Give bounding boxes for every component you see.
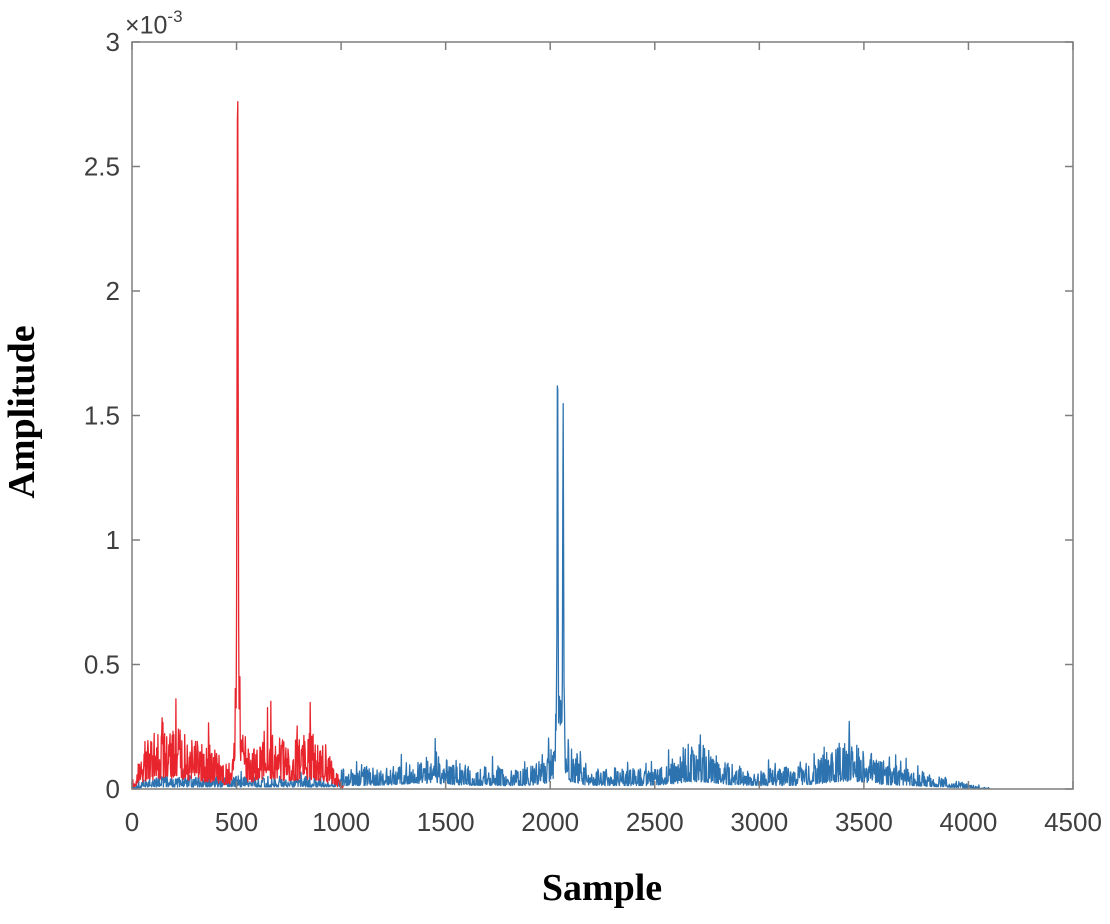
y-tick-label: 1.5	[84, 401, 120, 431]
x-tick-label: 1500	[417, 807, 475, 837]
narrow-band-signal-red-trace	[131, 101, 344, 790]
wide-band-signal-blue-trace	[131, 385, 991, 790]
y-tick-label: 2.5	[84, 152, 120, 182]
x-tick-label: 2500	[626, 807, 684, 837]
x-tick-label: 3500	[835, 807, 893, 837]
y-axis-exponent-power: -3	[167, 7, 183, 26]
y-tick-label: 0	[106, 774, 120, 804]
x-tick-label: 500	[215, 807, 258, 837]
x-tick-label: 0	[125, 807, 139, 837]
y-tick-label: 0.5	[84, 650, 120, 680]
y-axis-exponent-base: ×10	[125, 11, 168, 40]
axes-box	[131, 41, 1074, 790]
x-tick-label: 2000	[521, 807, 579, 837]
ticks-group	[131, 41, 1074, 790]
y-tick-label: 1	[106, 525, 120, 555]
series-group	[131, 101, 991, 790]
y-tick-label: 3	[106, 27, 120, 57]
x-tick-label: 4500	[1044, 807, 1102, 837]
x-tick-label: 3000	[730, 807, 788, 837]
y-axis-title: Amplitude	[1, 325, 43, 499]
y-tick-label: 2	[106, 276, 120, 306]
tick-labels-group: 0 500 1000 1500 2000 2500 3000 3500 4000 4500 0 0.5…	[84, 27, 1102, 837]
x-tick-label: 1000	[312, 807, 370, 837]
y-axis-exponent-label: ×10-3	[125, 7, 183, 40]
x-tick-label: 4000	[940, 807, 998, 837]
x-axis-title: Sample	[541, 867, 663, 909]
